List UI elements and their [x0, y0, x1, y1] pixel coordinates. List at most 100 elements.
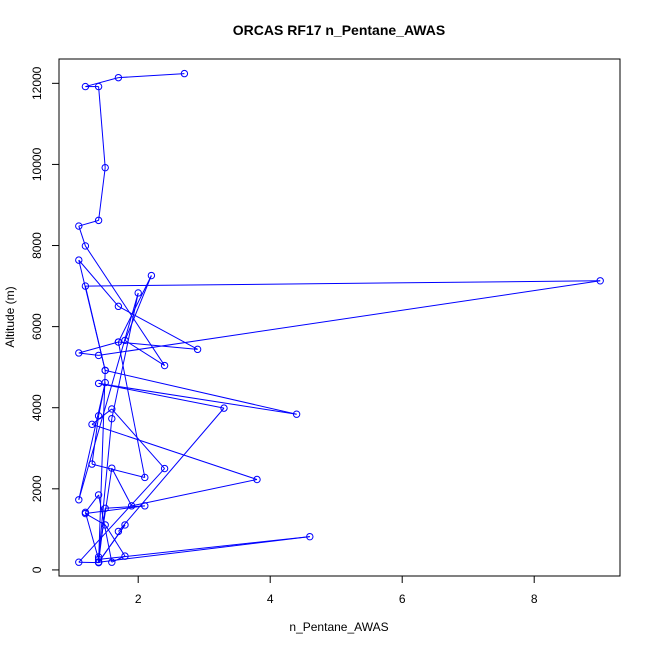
x-axis-label: n_Pentane_AWAS	[289, 620, 388, 634]
series-segment	[131, 479, 258, 507]
y-axis-label: Altitude (m)	[3, 286, 17, 347]
series-segment	[98, 382, 297, 415]
data-point	[114, 302, 123, 311]
y-tick-label: 6000	[30, 313, 44, 340]
data-point	[292, 410, 301, 418]
series-segment	[98, 86, 106, 168]
series-segment	[78, 341, 119, 354]
series-segment	[104, 524, 126, 557]
series-lines	[78, 73, 601, 564]
data-point	[81, 242, 90, 250]
x-tick-label: 6	[399, 592, 406, 606]
data-point	[121, 336, 129, 345]
x-tick-label: 2	[135, 592, 142, 606]
y-axis: 0 2000 4000 6000 8000 10000 12000	[30, 66, 59, 573]
data-point	[180, 69, 189, 78]
data-point	[94, 412, 103, 420]
data-point	[75, 558, 83, 566]
data-point	[596, 277, 604, 285]
data-point	[88, 420, 96, 429]
series-segment	[78, 468, 165, 563]
series-segment	[118, 73, 185, 79]
data-point	[114, 73, 123, 82]
data-point	[134, 289, 142, 297]
data-point	[253, 475, 261, 484]
series-segment	[98, 536, 310, 563]
data-point	[75, 349, 83, 357]
data-point	[81, 508, 90, 517]
series-segment	[124, 275, 152, 341]
series-segment	[98, 370, 106, 563]
data-point	[108, 558, 116, 566]
series-segment	[78, 382, 106, 500]
series-segment	[105, 369, 297, 415]
series-points	[75, 69, 604, 567]
data-point	[101, 521, 109, 529]
series-segment	[111, 408, 165, 469]
data-point	[75, 496, 83, 504]
series-segment	[91, 415, 100, 465]
series-segment	[91, 463, 145, 478]
data-point	[160, 361, 169, 370]
y-tick-label: 10000	[30, 147, 44, 181]
data-point	[220, 404, 228, 412]
data-point	[141, 473, 149, 482]
series-segment	[117, 341, 146, 478]
x-axis: 2 4 6 8	[135, 576, 538, 606]
data-point	[75, 222, 83, 230]
data-point	[121, 521, 129, 529]
data-point	[94, 555, 103, 564]
data-point	[114, 527, 123, 536]
data-point	[141, 502, 149, 510]
y-tick-label: 2000	[30, 475, 44, 502]
series-segment	[85, 505, 145, 515]
data-point	[101, 163, 109, 172]
data-point	[193, 345, 202, 354]
data-point	[127, 502, 136, 510]
x-tick-label: 4	[267, 592, 274, 606]
series-segment	[118, 341, 198, 350]
plot-frame	[58, 58, 621, 577]
series-segment	[98, 280, 601, 356]
data-point	[108, 464, 116, 472]
data-point	[101, 504, 109, 512]
data-point	[121, 552, 129, 560]
y-tick-label: 12000	[30, 66, 44, 100]
series-segment	[98, 167, 106, 221]
series-segment	[84, 245, 166, 366]
series-segment	[111, 292, 139, 419]
series-segment	[84, 512, 100, 560]
series-segment	[98, 382, 225, 409]
series-segment	[91, 423, 258, 480]
data-point	[94, 553, 103, 561]
data-point	[94, 379, 103, 388]
data-point	[94, 491, 103, 499]
data-point	[81, 282, 90, 290]
y-tick-label: 0	[30, 566, 44, 573]
series-segment	[98, 508, 106, 563]
y-tick-label: 8000	[30, 232, 44, 259]
series-segment	[111, 467, 133, 507]
series-segment	[118, 407, 225, 532]
data-point	[94, 82, 103, 91]
series-segment	[98, 418, 113, 557]
data-point	[108, 414, 116, 423]
series-segment	[124, 339, 165, 366]
series-segment	[78, 260, 106, 371]
series-segment	[78, 259, 119, 307]
series-segment	[85, 280, 601, 287]
data-point	[306, 532, 314, 541]
data-point	[114, 338, 123, 346]
data-point	[94, 558, 103, 566]
data-point	[160, 464, 169, 473]
data-point	[94, 216, 103, 225]
chart-title: ORCAS RF17 n_Pentane_AWAS	[233, 22, 445, 38]
series-segment	[85, 77, 119, 88]
data-point	[101, 366, 109, 375]
x-tick-label: 8	[531, 592, 538, 606]
series-segment	[85, 513, 106, 526]
data-point	[108, 405, 116, 413]
data-point	[94, 351, 103, 360]
series-segment	[98, 524, 126, 563]
data-point	[147, 271, 156, 280]
